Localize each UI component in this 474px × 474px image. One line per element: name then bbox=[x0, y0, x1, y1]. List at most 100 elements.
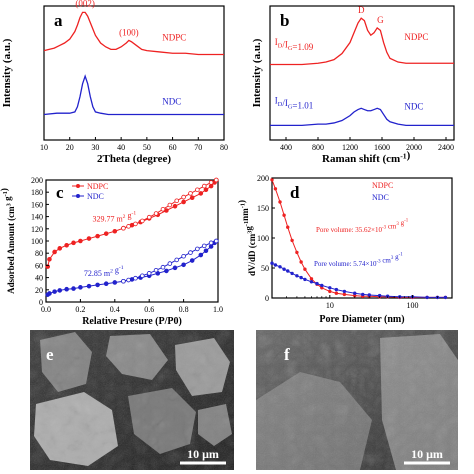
y-tick-label: 200 bbox=[257, 174, 269, 183]
isotherm-point bbox=[47, 291, 52, 296]
isotherm-point bbox=[126, 277, 131, 283]
isotherm-point bbox=[174, 257, 180, 263]
pore-point bbox=[353, 291, 357, 295]
x-tick-label: 10 bbox=[326, 301, 334, 310]
x-tick-label: 70 bbox=[194, 143, 202, 152]
isotherm-point bbox=[188, 191, 193, 196]
pore-point bbox=[278, 265, 282, 269]
series-label-ndc: NDC bbox=[404, 102, 423, 112]
isotherm-point bbox=[189, 258, 195, 263]
panel-f-label: f bbox=[284, 345, 290, 364]
pore-point bbox=[425, 295, 429, 300]
x-tick-label: 1600 bbox=[374, 143, 390, 152]
x-tick-label: 400 bbox=[280, 143, 292, 152]
isotherm-point bbox=[198, 252, 204, 258]
isotherm-point bbox=[181, 253, 186, 259]
isotherm-point bbox=[203, 248, 209, 254]
isotherm-point bbox=[213, 177, 219, 183]
isotherm-point bbox=[208, 180, 214, 185]
y-axis-label: Intensity (a.u.) bbox=[251, 38, 263, 107]
isotherm-point bbox=[57, 288, 63, 293]
y-tick-label: 0 bbox=[265, 294, 269, 303]
x-tick-label: 0.4 bbox=[110, 305, 120, 314]
isotherm-point bbox=[153, 211, 159, 216]
isotherm-point bbox=[208, 240, 214, 246]
peak-label-002: (002) bbox=[75, 0, 95, 8]
pore-point bbox=[320, 286, 324, 290]
isotherm-point bbox=[172, 265, 178, 271]
pore-point bbox=[443, 295, 448, 300]
isotherm-point bbox=[103, 231, 109, 236]
series-label-ndpc: NDPC bbox=[162, 32, 186, 42]
y-tick-label: 100 bbox=[31, 237, 43, 246]
isotherm-point bbox=[112, 228, 118, 234]
x-tick-label: 800 bbox=[312, 143, 324, 152]
legend-label-ndpc: NDPC bbox=[372, 181, 393, 190]
pore-point bbox=[353, 293, 357, 298]
isotherm-point bbox=[201, 183, 207, 189]
pore-point bbox=[290, 271, 294, 276]
pore-volume-ndc: Pore volume: 5.74×10-3 cm3 g-1 bbox=[314, 253, 403, 269]
pore-point bbox=[290, 238, 294, 243]
y-axis-label: Intensity (a.u.) bbox=[1, 38, 13, 107]
x-tick-label: 2000 bbox=[406, 143, 422, 152]
x-tick-label: 1.0 bbox=[213, 305, 223, 314]
y-tick-label: 50 bbox=[261, 264, 269, 273]
x-tick-label: 0.2 bbox=[75, 305, 85, 314]
isotherm-point bbox=[181, 194, 186, 200]
surface-area-ndc: 72.85 m2 g-1 bbox=[84, 265, 124, 278]
x-tick-label: 0.0 bbox=[41, 305, 51, 314]
pore-point bbox=[299, 260, 303, 264]
x-tick-label: 100 bbox=[407, 301, 419, 310]
pore-point bbox=[377, 293, 382, 298]
panel-c-isotherm: 0.0 0.2 0.4 0.6 0.8 1.0 0 20 40 60 80 100 120 140 160 1… bbox=[0, 176, 223, 327]
x-tick-label: 60 bbox=[169, 143, 177, 152]
pore-point bbox=[342, 289, 347, 294]
x-tick-label: 0.8 bbox=[179, 305, 189, 314]
pore-point bbox=[295, 250, 299, 255]
isotherm-point bbox=[164, 268, 169, 274]
isotherm-point bbox=[181, 262, 186, 268]
isotherm-point bbox=[160, 206, 166, 212]
isotherm-point bbox=[208, 244, 214, 249]
panel-f-sem-image: f 10 μm bbox=[256, 330, 458, 470]
y-tick-label: 100 bbox=[257, 234, 269, 243]
x-tick-label: 80 bbox=[220, 143, 228, 152]
panel-e-label: e bbox=[46, 345, 54, 364]
y-axis-label: Adsorbed Amount (cm3 g-1) bbox=[0, 188, 16, 294]
y-tick-label: 200 bbox=[31, 176, 43, 185]
isotherm-point bbox=[189, 195, 195, 200]
band-label-d: D bbox=[358, 5, 365, 15]
isotherm-point bbox=[121, 225, 126, 231]
pore-point bbox=[270, 261, 274, 265]
isotherm-point bbox=[172, 203, 178, 209]
isotherm-point bbox=[86, 236, 92, 241]
ratio-label-ndc: ID/IG=1.01 bbox=[275, 95, 313, 110]
isotherm-point bbox=[195, 246, 200, 252]
isotherm-point bbox=[213, 238, 219, 244]
panel-a-xrd: 10 20 30 40 50 60 70 80 2Theta (degree) Intensity… bbox=[1, 0, 228, 165]
y-tick-label: 180 bbox=[31, 188, 43, 197]
pore-point bbox=[282, 267, 286, 271]
surface-area-ndpc: 329.77 m2 g-1 bbox=[92, 210, 136, 223]
isotherm-point bbox=[160, 264, 166, 270]
y-tick-label: 150 bbox=[257, 204, 269, 213]
legend-label-ndpc: NDPC bbox=[87, 182, 108, 191]
isotherm-point bbox=[52, 289, 57, 294]
y-tick-label: 60 bbox=[35, 261, 43, 270]
legend-marker-ndc bbox=[76, 194, 80, 198]
y-tick-label: 40 bbox=[35, 274, 43, 283]
raman-series-ndpc bbox=[270, 17, 454, 66]
pore-point bbox=[299, 275, 303, 280]
x-tick-label: 50 bbox=[143, 143, 151, 152]
isotherm-point bbox=[174, 198, 180, 204]
raman-series-ndc bbox=[270, 107, 454, 127]
pore-point bbox=[286, 225, 290, 229]
pore-point bbox=[320, 283, 324, 288]
isotherm-point bbox=[201, 243, 207, 249]
pore-point bbox=[309, 280, 314, 284]
x-tick-label: 30 bbox=[91, 143, 99, 152]
pore-line-ndc bbox=[271, 262, 446, 298]
legend-marker-ndpc bbox=[76, 184, 80, 188]
